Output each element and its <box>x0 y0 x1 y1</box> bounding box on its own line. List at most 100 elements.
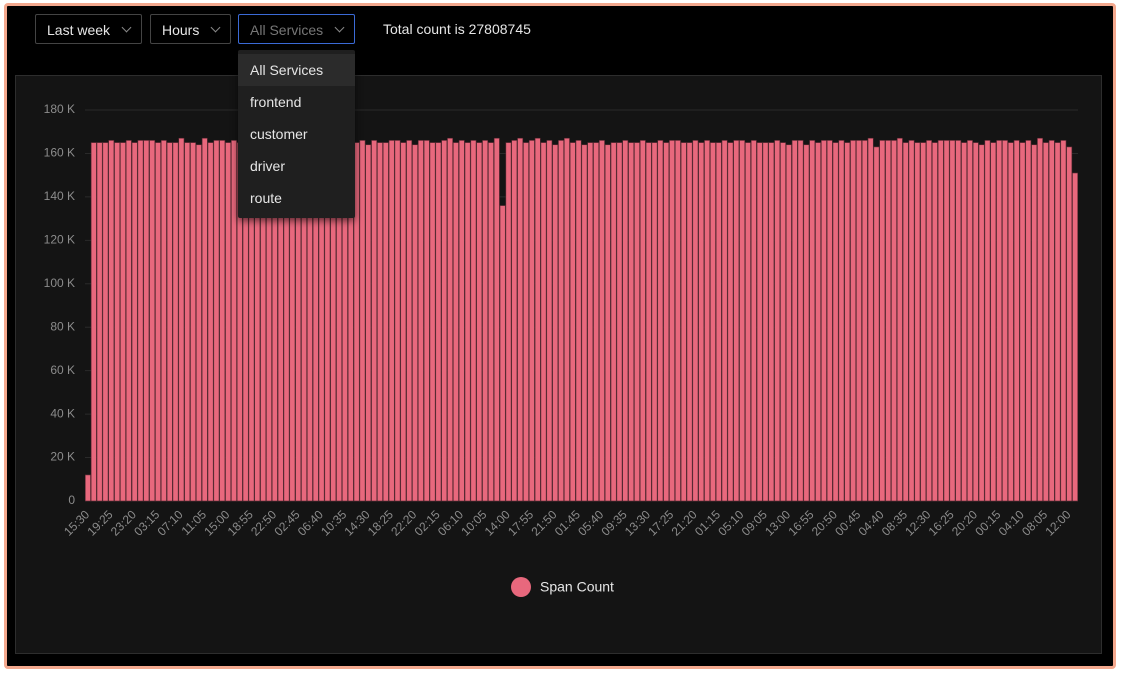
x-tick-label: 17:55 <box>505 507 536 538</box>
y-tick-label: 20 K <box>50 450 75 464</box>
app: 0 20 K 40 K 60 K 80 K 100 K 120 K 140 K 160 K 180… <box>4 3 1116 669</box>
bar <box>1066 146 1073 502</box>
bar <box>844 142 851 502</box>
x-tick-label: 16:25 <box>926 507 957 538</box>
bar <box>190 142 196 502</box>
bar <box>680 142 687 502</box>
bar <box>447 137 453 502</box>
dropdown-option[interactable]: frontend <box>250 94 302 110</box>
bar <box>826 140 833 502</box>
x-tick-label: 13:00 <box>762 507 793 538</box>
bar <box>534 137 541 502</box>
bar <box>201 137 208 502</box>
x-tick-label: 12:30 <box>902 507 933 538</box>
bar <box>114 142 121 502</box>
bar <box>733 140 740 502</box>
bar <box>791 140 798 502</box>
bar <box>704 140 711 502</box>
bar <box>511 140 518 502</box>
bar <box>663 142 670 502</box>
bar <box>1037 137 1043 502</box>
bar <box>231 140 237 502</box>
bar <box>96 142 103 502</box>
bar <box>1054 142 1061 502</box>
bar <box>1042 142 1049 502</box>
service-select[interactable]: All Services <box>238 14 355 44</box>
x-tick-label: 01:15 <box>692 507 723 538</box>
x-tick-label: 20:20 <box>949 507 980 538</box>
bar <box>517 137 524 502</box>
range-select[interactable]: Last week <box>35 14 142 44</box>
bar <box>926 140 932 502</box>
bar <box>587 142 594 502</box>
bar <box>955 140 962 502</box>
bar <box>820 140 827 502</box>
bar <box>856 140 862 502</box>
x-tick-label: 18:55 <box>225 507 256 538</box>
bar <box>184 142 191 502</box>
bar <box>628 142 635 502</box>
bar <box>505 142 512 502</box>
x-tick-label: 09:05 <box>739 507 770 538</box>
bar <box>902 142 909 502</box>
x-tick-label: 04:40 <box>856 507 887 538</box>
x-tick-label: 15:30 <box>61 507 92 538</box>
bar <box>382 142 389 502</box>
bar <box>452 142 459 502</box>
bar <box>569 142 576 502</box>
bar <box>785 144 792 502</box>
unit-select[interactable]: Hours <box>150 14 231 44</box>
bar <box>780 142 786 502</box>
bar <box>546 140 553 502</box>
bar <box>1013 140 1020 502</box>
bar <box>622 140 629 502</box>
bar <box>464 142 471 502</box>
x-tick-label: 10:35 <box>318 507 349 538</box>
bar <box>710 142 716 502</box>
bar <box>604 144 611 502</box>
dropdown-option[interactable]: All Services <box>238 54 355 86</box>
bar <box>599 140 605 502</box>
x-tick-label: 20:50 <box>809 507 840 538</box>
bar <box>610 142 617 502</box>
dropdown-option[interactable]: customer <box>250 126 308 142</box>
bar <box>394 140 401 502</box>
dropdown-option[interactable]: route <box>250 190 282 206</box>
bar <box>412 144 418 502</box>
x-tick-label: 14:00 <box>482 507 513 538</box>
bar <box>768 142 775 502</box>
bar <box>715 142 722 502</box>
bar <box>674 140 681 502</box>
bar <box>143 140 150 502</box>
bar <box>756 142 763 502</box>
bar <box>359 140 366 502</box>
bar <box>774 140 781 502</box>
bar <box>978 144 985 502</box>
bar <box>493 137 500 502</box>
bar <box>429 142 436 502</box>
bar <box>371 140 378 502</box>
bar <box>949 140 956 502</box>
bar <box>657 140 664 502</box>
x-tick-label: 12:00 <box>1042 507 1073 538</box>
y-tick-label: 60 K <box>50 363 75 377</box>
bar <box>166 142 173 502</box>
x-tick-label: 08:05 <box>1019 507 1050 538</box>
x-tick-label: 23:20 <box>108 507 139 538</box>
bar <box>458 140 465 502</box>
x-tick-label: 02:15 <box>412 507 443 538</box>
bar <box>353 142 360 502</box>
bar <box>593 142 600 502</box>
dropdown-option[interactable]: driver <box>250 158 286 174</box>
bar <box>943 140 950 502</box>
x-tick-label: 06:10 <box>435 507 466 538</box>
bar <box>563 137 570 502</box>
bar <box>908 140 915 502</box>
bar <box>873 146 880 502</box>
bar <box>931 142 938 502</box>
bar <box>803 144 810 502</box>
total-count: Total count is 27808745 <box>383 21 531 37</box>
bar <box>645 142 652 502</box>
x-tick-label: 18:25 <box>365 507 396 538</box>
bar <box>540 142 547 502</box>
